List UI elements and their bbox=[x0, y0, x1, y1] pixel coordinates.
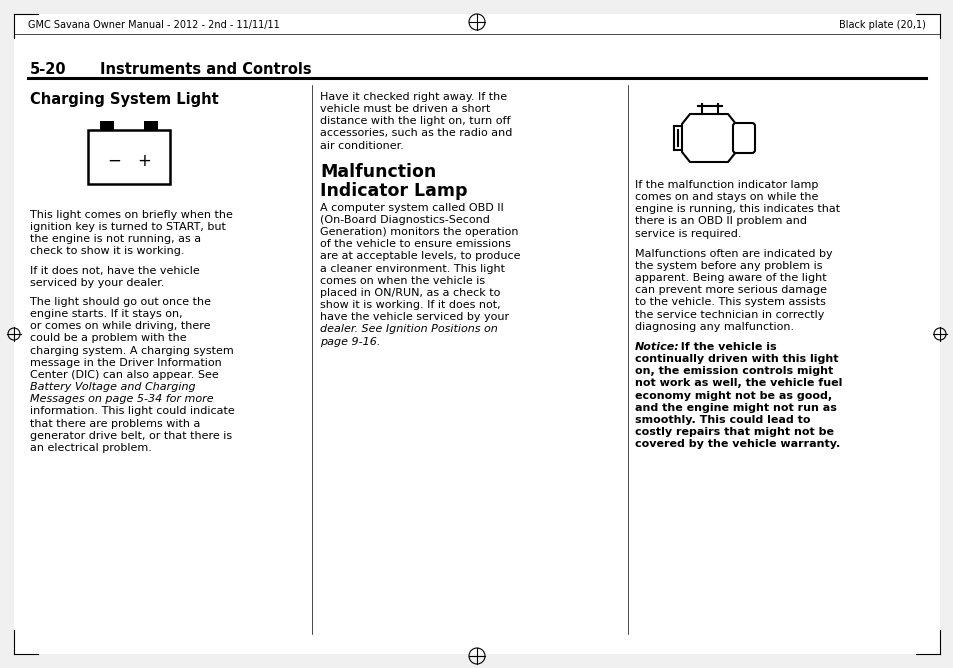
Text: This light comes on briefly when the: This light comes on briefly when the bbox=[30, 210, 233, 220]
Text: Instruments and Controls: Instruments and Controls bbox=[100, 62, 312, 77]
Text: could be a problem with the: could be a problem with the bbox=[30, 333, 187, 343]
Text: of the vehicle to ensure emissions: of the vehicle to ensure emissions bbox=[319, 239, 511, 249]
Text: air conditioner.: air conditioner. bbox=[319, 141, 403, 151]
FancyBboxPatch shape bbox=[732, 123, 754, 153]
Text: page 9-16.: page 9-16. bbox=[319, 337, 380, 347]
Text: smoothly. This could lead to: smoothly. This could lead to bbox=[635, 415, 810, 425]
Text: on, the emission controls might: on, the emission controls might bbox=[635, 366, 832, 376]
Bar bbox=[100, 121, 113, 130]
Text: or comes on while driving, there: or comes on while driving, there bbox=[30, 321, 211, 331]
Text: Black plate (20,1): Black plate (20,1) bbox=[839, 20, 925, 30]
Text: to the vehicle. This system assists: to the vehicle. This system assists bbox=[635, 297, 825, 307]
Text: If the malfunction indicator lamp: If the malfunction indicator lamp bbox=[635, 180, 818, 190]
Text: Have it checked right away. If the: Have it checked right away. If the bbox=[319, 92, 507, 102]
Text: −: − bbox=[107, 152, 121, 170]
Text: ignition key is turned to START, but: ignition key is turned to START, but bbox=[30, 222, 226, 232]
Text: an electrical problem.: an electrical problem. bbox=[30, 443, 152, 453]
Text: distance with the light on, turn off: distance with the light on, turn off bbox=[319, 116, 510, 126]
Text: can prevent more serious damage: can prevent more serious damage bbox=[635, 285, 826, 295]
Text: show it is working. If it does not,: show it is working. If it does not, bbox=[319, 300, 500, 310]
Text: Malfunctions often are indicated by: Malfunctions often are indicated by bbox=[635, 248, 832, 259]
Text: costly repairs that might not be: costly repairs that might not be bbox=[635, 427, 833, 437]
Text: GMC Savana Owner Manual - 2012 - 2nd - 11/11/11: GMC Savana Owner Manual - 2012 - 2nd - 1… bbox=[28, 20, 279, 30]
Text: Charging System Light: Charging System Light bbox=[30, 92, 218, 107]
Text: the system before any problem is: the system before any problem is bbox=[635, 261, 821, 271]
Text: apparent. Being aware of the light: apparent. Being aware of the light bbox=[635, 273, 825, 283]
Text: message in the Driver Information: message in the Driver Information bbox=[30, 358, 221, 368]
Polygon shape bbox=[681, 114, 735, 162]
Text: economy might not be as good,: economy might not be as good, bbox=[635, 391, 831, 401]
Text: have the vehicle serviced by your: have the vehicle serviced by your bbox=[319, 312, 509, 322]
Text: covered by the vehicle warranty.: covered by the vehicle warranty. bbox=[635, 439, 840, 449]
Text: there is an OBD II problem and: there is an OBD II problem and bbox=[635, 216, 806, 226]
Text: accessories, such as the radio and: accessories, such as the radio and bbox=[319, 128, 512, 138]
Text: service is required.: service is required. bbox=[635, 228, 740, 238]
Text: serviced by your dealer.: serviced by your dealer. bbox=[30, 278, 164, 288]
Text: that there are problems with a: that there are problems with a bbox=[30, 419, 200, 429]
Bar bbox=[144, 121, 158, 130]
Text: Generation) monitors the operation: Generation) monitors the operation bbox=[319, 227, 518, 237]
Text: vehicle must be driven a short: vehicle must be driven a short bbox=[319, 104, 490, 114]
Text: a cleaner environment. This light: a cleaner environment. This light bbox=[319, 264, 504, 274]
Text: the service technician in correctly: the service technician in correctly bbox=[635, 309, 823, 319]
Text: are at acceptable levels, to produce: are at acceptable levels, to produce bbox=[319, 251, 520, 261]
Text: If it does not, have the vehicle: If it does not, have the vehicle bbox=[30, 266, 199, 276]
Text: diagnosing any malfunction.: diagnosing any malfunction. bbox=[635, 322, 793, 332]
Text: engine starts. If it stays on,: engine starts. If it stays on, bbox=[30, 309, 182, 319]
Text: Center (DIC) can also appear. See: Center (DIC) can also appear. See bbox=[30, 370, 218, 380]
Text: Notice:: Notice: bbox=[635, 342, 679, 352]
Text: continually driven with this light: continually driven with this light bbox=[635, 354, 838, 364]
Text: comes on when the vehicle is: comes on when the vehicle is bbox=[319, 276, 485, 286]
Text: information. This light could indicate: information. This light could indicate bbox=[30, 406, 234, 416]
Text: 5-20: 5-20 bbox=[30, 62, 67, 77]
Text: the engine is not running, as a: the engine is not running, as a bbox=[30, 234, 201, 244]
Text: engine is running, this indicates that: engine is running, this indicates that bbox=[635, 204, 840, 214]
Text: Battery Voltage and Charging: Battery Voltage and Charging bbox=[30, 382, 195, 392]
Text: Messages on page 5-34 for more: Messages on page 5-34 for more bbox=[30, 394, 213, 404]
Text: Malfunction: Malfunction bbox=[319, 163, 436, 181]
Text: The light should go out once the: The light should go out once the bbox=[30, 297, 211, 307]
Text: dealer. See Ignition Positions on: dealer. See Ignition Positions on bbox=[319, 325, 497, 335]
Bar bbox=[88, 130, 170, 184]
Text: Indicator Lamp: Indicator Lamp bbox=[319, 182, 467, 200]
Text: (On-Board Diagnostics-Second: (On-Board Diagnostics-Second bbox=[319, 215, 489, 225]
Text: not work as well, the vehicle fuel: not work as well, the vehicle fuel bbox=[635, 378, 841, 388]
Text: +: + bbox=[136, 152, 151, 170]
Text: generator drive belt, or that there is: generator drive belt, or that there is bbox=[30, 431, 232, 441]
Text: A computer system called OBD II: A computer system called OBD II bbox=[319, 203, 503, 213]
Text: charging system. A charging system: charging system. A charging system bbox=[30, 345, 233, 355]
Text: If the vehicle is: If the vehicle is bbox=[672, 342, 776, 352]
Text: check to show it is working.: check to show it is working. bbox=[30, 246, 184, 257]
Text: placed in ON/RUN, as a check to: placed in ON/RUN, as a check to bbox=[319, 288, 500, 298]
Text: and the engine might not run as: and the engine might not run as bbox=[635, 403, 836, 413]
Text: comes on and stays on while the: comes on and stays on while the bbox=[635, 192, 818, 202]
